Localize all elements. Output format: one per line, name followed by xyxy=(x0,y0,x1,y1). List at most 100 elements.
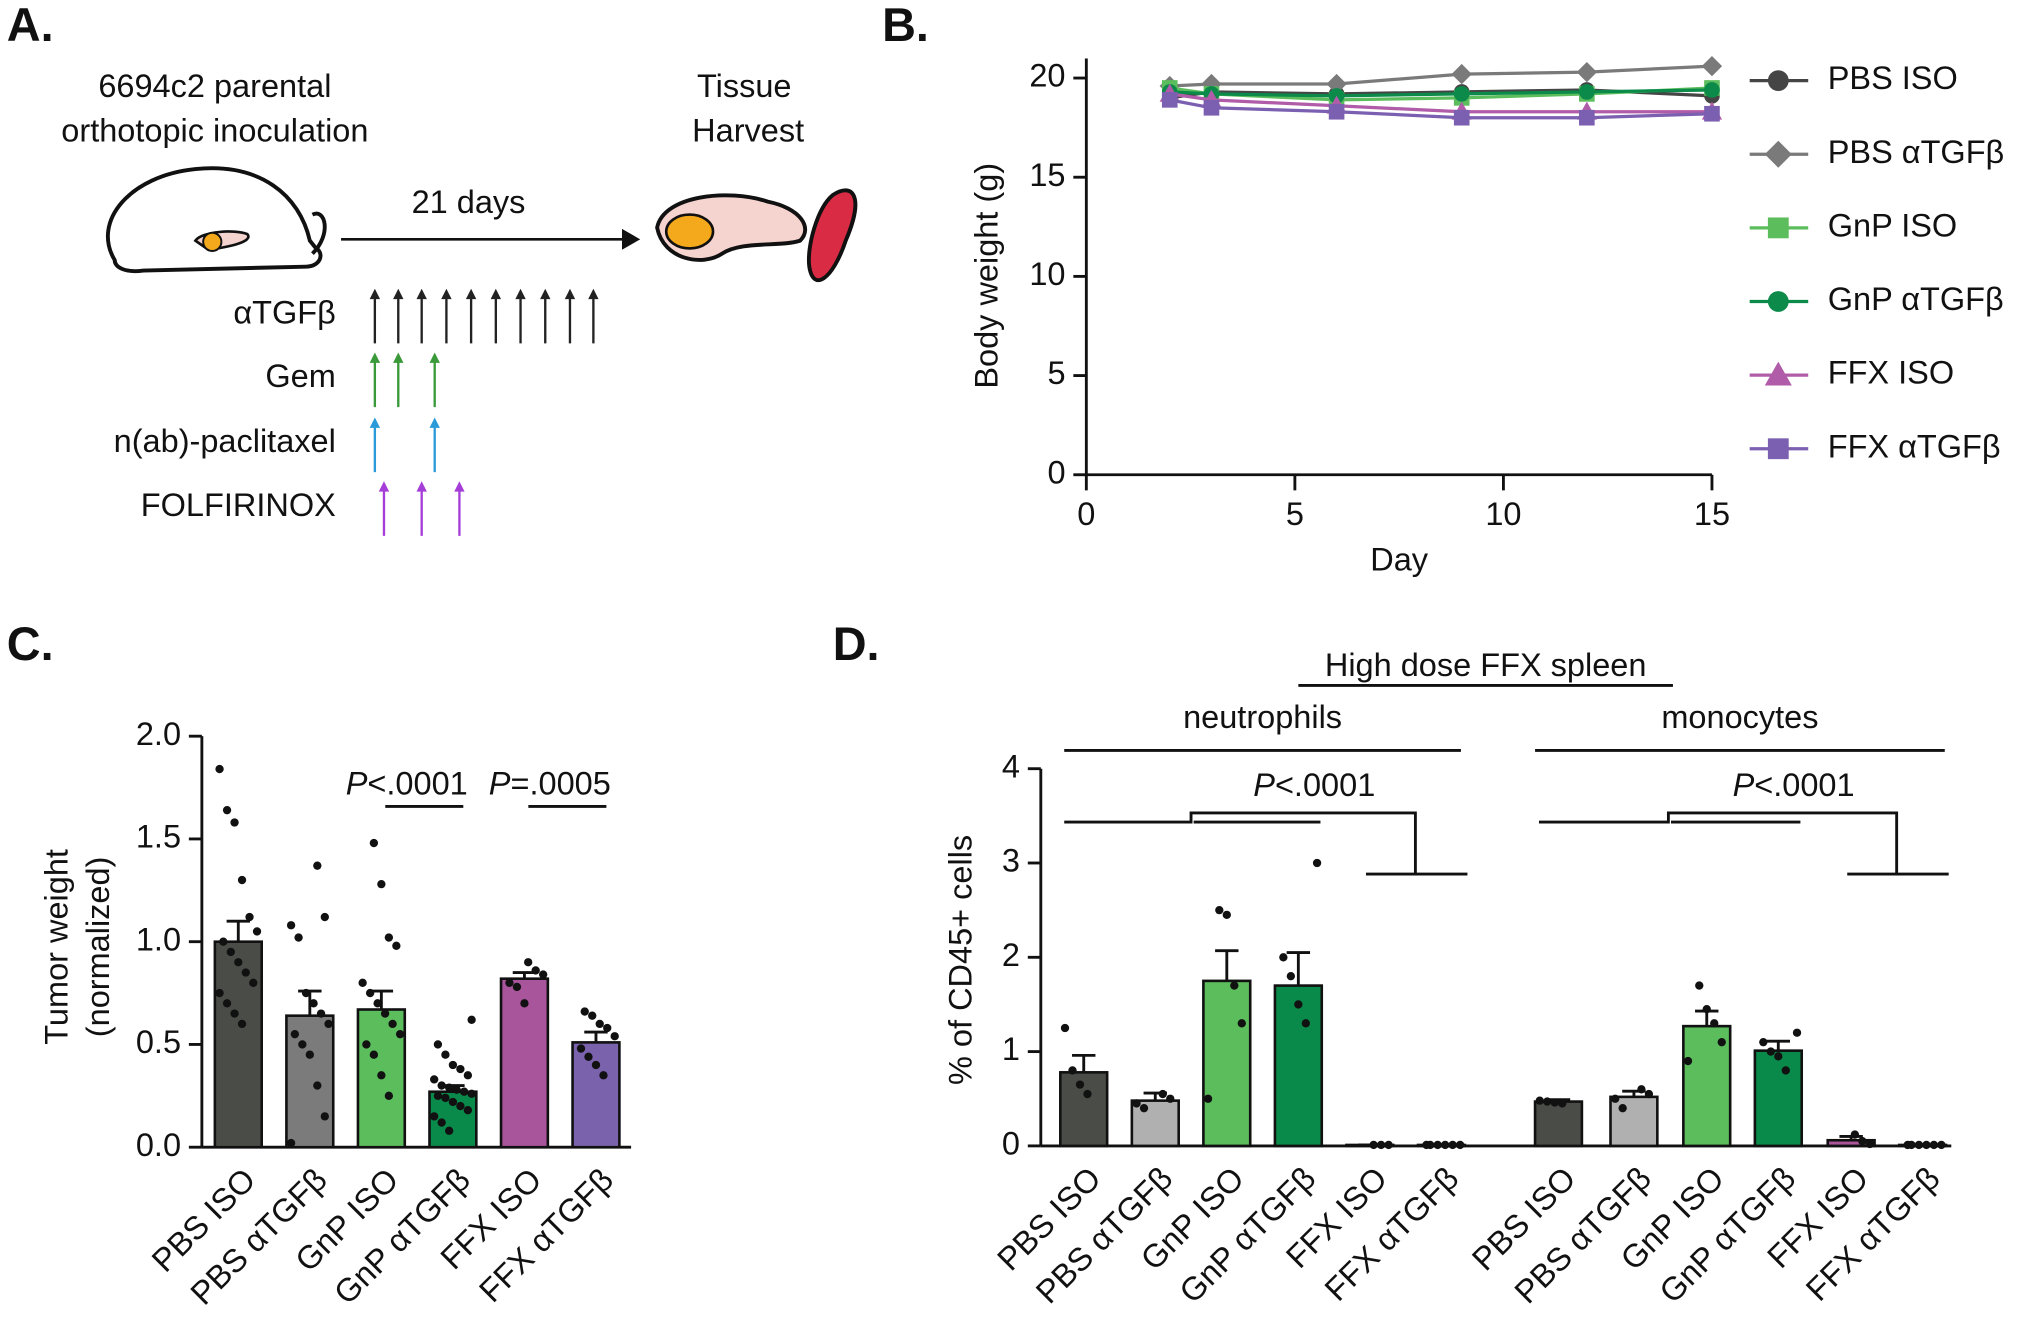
data-point xyxy=(222,806,232,815)
legend-label: PBS αTGFβ xyxy=(1828,134,2005,170)
error-bar xyxy=(584,1030,608,1043)
mouse xyxy=(105,166,323,274)
dose-arrowhead xyxy=(465,288,477,300)
y-tick-label: 1.0 xyxy=(136,921,181,957)
y-tick-label: 0.0 xyxy=(136,1127,181,1163)
data-point xyxy=(369,838,379,848)
data-point xyxy=(320,912,329,922)
label: Tissue xyxy=(697,68,792,104)
sig-bracket xyxy=(1538,811,1949,876)
data-point xyxy=(1766,1047,1775,1056)
data-point xyxy=(219,937,228,946)
p-value-label: P<.0001 xyxy=(1253,767,1375,803)
data-point xyxy=(463,1106,473,1115)
marker xyxy=(1767,70,1789,92)
data-point xyxy=(380,1009,390,1018)
dose-arrowhead xyxy=(441,288,452,300)
bar xyxy=(1753,1049,1804,1148)
data-point xyxy=(1618,1104,1627,1113)
marker xyxy=(1764,361,1792,386)
marker xyxy=(1453,86,1470,102)
data-point xyxy=(448,1060,458,1070)
data-point xyxy=(388,1019,397,1029)
data-point xyxy=(444,1083,454,1092)
p-value-label: P<.0001 xyxy=(1733,767,1855,803)
data-point xyxy=(1203,1094,1213,1103)
marker xyxy=(1701,55,1723,77)
marker xyxy=(1767,217,1789,239)
data-point xyxy=(1914,1140,1924,1150)
marker xyxy=(1453,109,1470,126)
data-point xyxy=(222,999,232,1008)
dose-arrowhead xyxy=(393,288,404,300)
treatment-label: n(ab)-paclitaxel xyxy=(114,423,336,459)
data-point xyxy=(1759,1038,1768,1047)
data-point xyxy=(237,875,247,885)
marker xyxy=(1767,438,1789,460)
label: Harvest xyxy=(692,112,804,148)
p-value: <.0001 xyxy=(367,765,467,801)
x-axis-label: Day xyxy=(1370,541,1429,577)
bar xyxy=(571,1041,621,1149)
schematic xyxy=(105,166,858,282)
data-point xyxy=(448,1097,458,1107)
data-point xyxy=(392,941,401,950)
data-point xyxy=(1850,1130,1860,1139)
error-bar xyxy=(1839,1135,1863,1141)
marker xyxy=(1576,61,1597,83)
y-tick-label: 15 xyxy=(1029,157,1065,193)
data-point xyxy=(305,1050,314,1059)
data-point xyxy=(377,879,386,889)
data-point xyxy=(362,1040,371,1049)
series-line xyxy=(1169,64,1713,88)
data-point xyxy=(1710,1019,1719,1028)
data-point xyxy=(1433,1140,1442,1150)
data-point xyxy=(215,764,224,774)
panel-label: B. xyxy=(882,0,929,51)
p-italic: P xyxy=(346,765,368,801)
data-point xyxy=(384,1091,394,1100)
data-point xyxy=(603,1023,612,1033)
data-point xyxy=(1068,1066,1077,1075)
y-tick-label: 20 xyxy=(1029,58,1065,94)
data-point xyxy=(1702,1005,1711,1014)
data-point xyxy=(1286,971,1296,981)
data-point xyxy=(1075,1080,1085,1089)
data-point xyxy=(430,1075,439,1084)
data-point xyxy=(1717,1038,1726,1047)
data-point xyxy=(313,1081,322,1090)
dose-arrowhead xyxy=(429,352,440,363)
treatment-label: αTGFβ xyxy=(233,294,335,330)
y-axis-label: Tumor weight xyxy=(38,849,74,1045)
data-point xyxy=(437,1118,446,1127)
bar xyxy=(1682,1024,1732,1148)
mouse-tail xyxy=(310,211,327,256)
data-point xyxy=(467,1089,476,1098)
data-point xyxy=(1422,1140,1431,1150)
data-point xyxy=(1384,1140,1393,1150)
marker xyxy=(1579,84,1595,100)
data-point xyxy=(1858,1137,1867,1146)
dose-arrowhead xyxy=(490,288,502,300)
data-point xyxy=(1929,1140,1939,1150)
marker xyxy=(1704,82,1720,98)
data-point xyxy=(1695,981,1704,990)
data-point xyxy=(580,1007,589,1016)
data-point xyxy=(286,921,296,930)
data-point xyxy=(1139,1104,1149,1113)
data-point xyxy=(1903,1140,1912,1150)
data-point xyxy=(377,1071,386,1080)
data-point xyxy=(1865,1139,1875,1149)
data-point xyxy=(1083,1089,1092,1099)
data-point xyxy=(1550,1098,1559,1107)
data-point xyxy=(524,958,533,967)
data-point xyxy=(249,978,258,987)
y-tick-label: 4 xyxy=(1002,748,1020,784)
data-point xyxy=(1369,1140,1378,1150)
data-point xyxy=(591,1060,601,1070)
error-bar xyxy=(226,919,250,942)
dose-arrowhead xyxy=(416,288,427,300)
data-point xyxy=(599,1071,608,1080)
dose-arrowhead xyxy=(393,352,404,363)
dosing-arrows xyxy=(369,288,599,536)
